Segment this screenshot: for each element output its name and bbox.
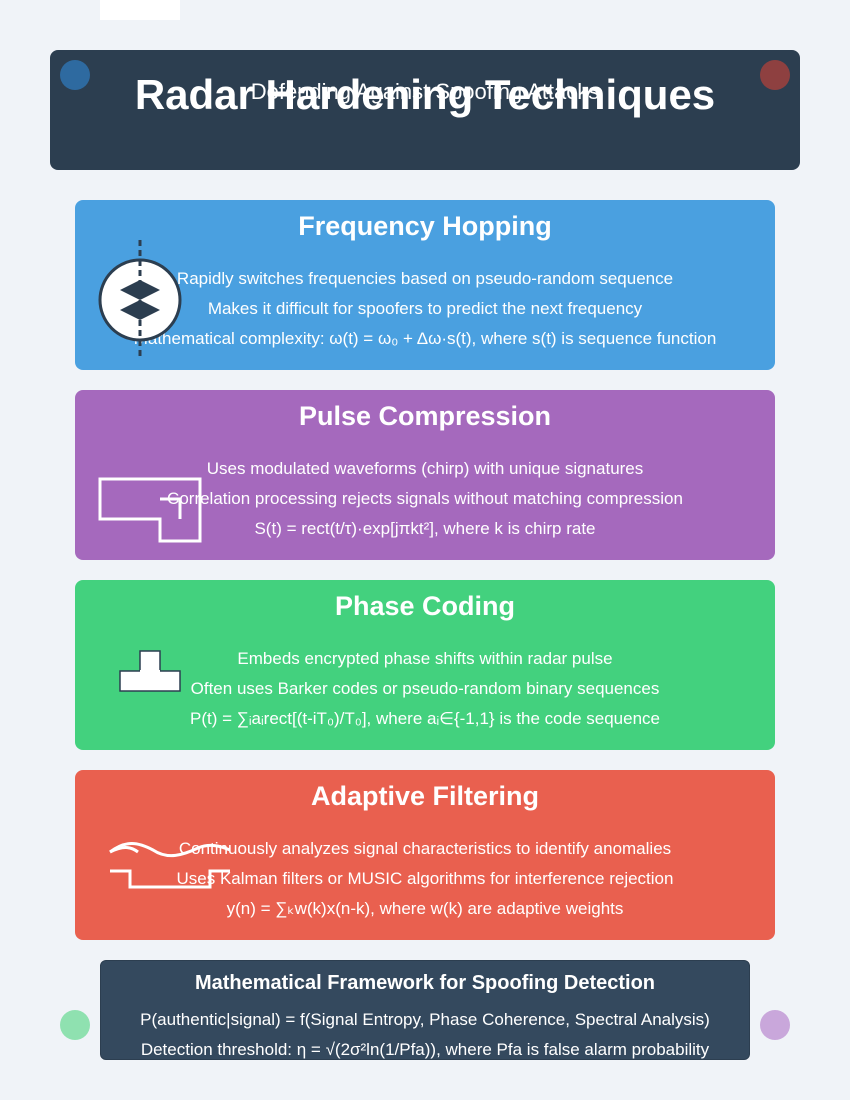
framework-box: Mathematical Framework for Spoofing Dete… [100, 960, 750, 1060]
card-line: Often uses Barker codes or pseudo-random… [190, 679, 660, 698]
card-adaptive-filtering: Adaptive Filtering Continuously analyzes… [75, 770, 775, 940]
card-line: Uses Kalman filters or MUSIC algorithms … [176, 869, 674, 888]
card-line: Continuously analyzes signal characteris… [178, 839, 672, 858]
card-title: Frequency Hopping [298, 211, 552, 241]
adaptive-filter-icon [109, 842, 231, 889]
framework-title: Mathematical Framework for Spoofing Dete… [194, 972, 656, 994]
card-line: Rapidly switches frequencies based on ps… [176, 269, 674, 288]
phase-code-icon [119, 650, 181, 692]
card-line: Embeds encrypted phase shifts within rad… [237, 649, 613, 668]
card-line: Uses modulated waveforms (chirp) with un… [206, 459, 644, 478]
header-banner: Radar Hardening Techniques Defending Aga… [50, 50, 800, 170]
card-line: S(t) = rect(t/τ)·exp[jπkt²], where k is … [254, 519, 596, 538]
card-frequency-hopping: Frequency Hopping Rapidly switches frequ… [75, 200, 775, 370]
card-line: Correlation processing rejects signals w… [167, 489, 683, 508]
top-white-block [100, 0, 180, 20]
header-blue-dot [60, 60, 90, 90]
card-line: P(t) = ∑ᵢaᵢrect[(t-iT₀)/T₀], where aᵢ∈{-… [190, 709, 660, 728]
header-red-dot [760, 60, 790, 90]
page-title: Radar Hardening Techniques [134, 71, 716, 118]
framework-line: Detection threshold: η = √(2σ²ln(1/Pfa))… [140, 1040, 710, 1059]
card-title: Phase Coding [334, 591, 516, 621]
bottom-green-dot [60, 1010, 90, 1040]
framework-line: P(authentic|signal) = f(Signal Entropy, … [140, 1010, 710, 1029]
card-title: Pulse Compression [298, 401, 552, 431]
card-title: Adaptive Filtering [310, 781, 540, 811]
card-pulse-compression: Pulse Compression Uses modulated wavefor… [75, 390, 775, 560]
pulse-waveform-icon [98, 477, 202, 543]
card-line: Mathematical complexity: ω(t) = ω₀ + Δω·… [133, 329, 717, 348]
frequency-hop-icon [98, 240, 182, 360]
card-line: y(n) = ∑ₖw(k)x(n-k), where w(k) are adap… [226, 899, 624, 918]
page-subtitle: Defending Against Spoofing Attacks [250, 79, 600, 104]
card-line: Makes it difficult for spoofers to predi… [207, 299, 643, 318]
card-phase-coding: Phase Coding Embeds encrypted phase shif… [75, 580, 775, 750]
bottom-purple-dot [760, 1010, 790, 1040]
